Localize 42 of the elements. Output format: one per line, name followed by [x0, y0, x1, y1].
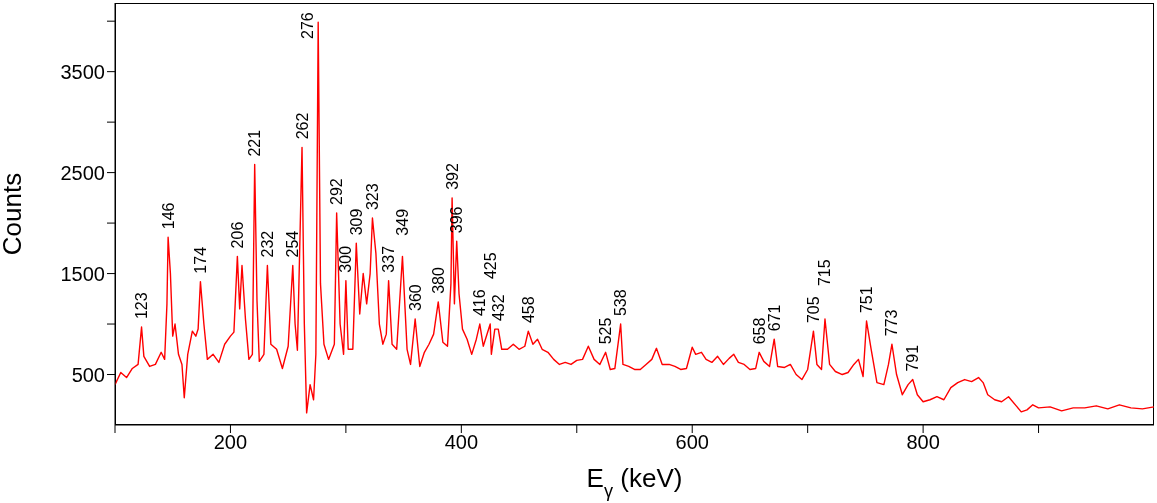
annotation: 300	[337, 245, 355, 273]
x-tick-label: 600	[675, 431, 709, 454]
x-tick-label: 400	[444, 431, 479, 454]
annotation: 337	[380, 245, 398, 273]
annotation: 380	[429, 267, 447, 294]
annotation: 221	[246, 129, 264, 157]
annotation: 349	[393, 208, 411, 236]
x-tick-label: 200	[213, 431, 248, 454]
annotation: 538	[612, 289, 630, 317]
annotation: 123	[133, 292, 151, 320]
y-tick-label: 3500	[60, 60, 105, 83]
annotation: 276	[298, 12, 316, 39]
annotation: 432	[489, 294, 507, 322]
y-tick-label: 1500	[60, 262, 105, 285]
y-tick-label: 2500	[60, 161, 105, 184]
x-tick-label: 800	[906, 431, 940, 454]
annotation: 174	[191, 246, 209, 274]
annotation: 458	[519, 296, 537, 324]
annotation: 309	[347, 208, 365, 236]
x-axis-title: E$_{γ}$ (keV)	[586, 463, 683, 501]
annotation: 525	[597, 317, 615, 345]
annotation: 791	[904, 344, 922, 372]
annotation: 715	[816, 259, 834, 287]
annotation: 658	[750, 317, 768, 345]
annotation: 751	[858, 286, 876, 314]
annotation: 206	[228, 221, 246, 249]
annotation: 705	[804, 296, 822, 324]
annotation: 323	[363, 183, 381, 211]
annotation: 396	[448, 206, 466, 234]
annotation: 232	[258, 230, 276, 258]
annotation: 360	[406, 284, 424, 311]
annotation: 425	[481, 252, 499, 280]
annotation: 262	[293, 112, 311, 140]
annotation: 292	[328, 178, 346, 205]
annotation: 671	[765, 304, 783, 332]
annotation: 773	[883, 309, 901, 337]
annotation: 416	[471, 289, 489, 317]
annotation: 392	[443, 163, 461, 190]
y-axis-title: Counts	[0, 172, 28, 256]
annotation: 146	[159, 202, 177, 230]
annotation: 254	[284, 230, 302, 258]
y-tick-label: 500	[71, 363, 105, 386]
